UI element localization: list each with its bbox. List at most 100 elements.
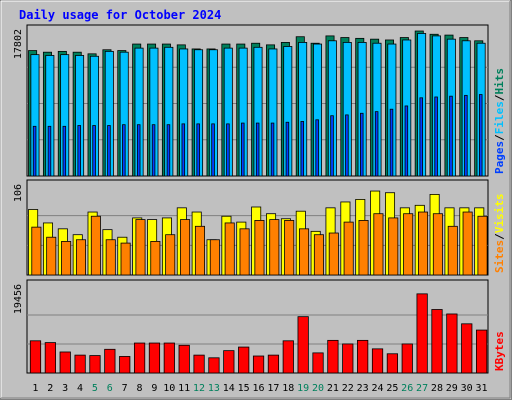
bar-kbytes-day-30 bbox=[461, 323, 473, 374]
bar-pages-day-7 bbox=[122, 124, 126, 177]
bar-kbytes-day-25 bbox=[386, 353, 399, 374]
panel-max-label: 106 bbox=[13, 184, 24, 202]
x-label-day-28: 28 bbox=[431, 383, 443, 394]
x-label-day-7: 7 bbox=[122, 383, 128, 394]
bar-sites-day-11 bbox=[180, 219, 191, 276]
bar-pages-day-31 bbox=[478, 94, 483, 177]
bar-kbytes-day-10 bbox=[163, 342, 175, 374]
bar-sites-day-16 bbox=[254, 220, 265, 276]
side-label-part: Files bbox=[493, 101, 506, 134]
bar-sites-day-29 bbox=[447, 225, 458, 276]
bar-sites-day-14 bbox=[224, 222, 235, 276]
bar-kbytes-day-19 bbox=[297, 316, 309, 374]
side-label-part: / bbox=[493, 233, 506, 240]
x-label-day-15: 15 bbox=[238, 383, 250, 394]
bar-kbytes-day-28 bbox=[431, 309, 443, 374]
bar-sites-day-6 bbox=[105, 239, 116, 276]
x-label-day-20: 20 bbox=[312, 383, 324, 394]
bar-sites-day-28 bbox=[432, 213, 443, 276]
bar-sites-day-22 bbox=[343, 221, 354, 276]
x-label-day-9: 9 bbox=[151, 383, 157, 394]
x-label-day-22: 22 bbox=[342, 383, 354, 394]
bar-kbytes-day-27 bbox=[416, 293, 428, 374]
bar-sites-day-30 bbox=[462, 211, 473, 276]
bar-kbytes-day-4 bbox=[74, 354, 86, 374]
bar-sites-day-24 bbox=[373, 213, 384, 276]
x-label-day-18: 18 bbox=[282, 383, 294, 394]
bar-pages-day-20 bbox=[315, 119, 319, 177]
bar-pages-day-11 bbox=[181, 123, 186, 177]
chart-title: Daily usage for October 2024 bbox=[19, 8, 221, 22]
bar-pages-day-13 bbox=[211, 123, 215, 177]
bar-pages-day-28 bbox=[434, 96, 438, 177]
bar-sites-day-7 bbox=[120, 242, 131, 276]
x-label-day-23: 23 bbox=[357, 383, 369, 394]
bar-sites-day-25 bbox=[388, 217, 399, 276]
bar-kbytes-day-15 bbox=[238, 346, 250, 374]
panel-max-label: 17802 bbox=[13, 29, 24, 59]
bar-pages-day-18 bbox=[285, 121, 290, 177]
bar-pages-day-25 bbox=[389, 108, 394, 177]
x-label-day-4: 4 bbox=[77, 383, 83, 394]
x-label-day-13: 13 bbox=[208, 383, 220, 394]
bar-sites-day-9 bbox=[150, 241, 161, 276]
bar-kbytes-day-14 bbox=[223, 350, 235, 374]
x-label-day-26: 26 bbox=[401, 383, 413, 394]
bar-pages-day-23 bbox=[360, 112, 364, 177]
x-label-day-10: 10 bbox=[163, 383, 175, 394]
bar-kbytes-day-29 bbox=[446, 313, 458, 374]
panel-side-label: Sites/Visits bbox=[493, 194, 506, 274]
bar-pages-day-4 bbox=[77, 125, 81, 177]
x-label-day-25: 25 bbox=[386, 383, 398, 394]
bar-pages-day-17 bbox=[270, 122, 275, 177]
bar-sites-day-26 bbox=[403, 213, 414, 276]
bar-pages-day-8 bbox=[136, 124, 141, 177]
bar-pages-day-27 bbox=[419, 97, 423, 177]
bar-pages-day-14 bbox=[226, 123, 230, 177]
bar-pages-day-19 bbox=[300, 121, 305, 177]
bar-sites-day-18 bbox=[284, 220, 295, 276]
bar-pages-day-26 bbox=[404, 105, 409, 177]
bar-sites-day-31 bbox=[477, 215, 488, 276]
x-label-day-12: 12 bbox=[193, 383, 205, 394]
bar-pages-day-6 bbox=[107, 125, 111, 177]
side-label-part: / bbox=[493, 134, 506, 141]
bar-sites-day-27 bbox=[418, 211, 429, 276]
bar-kbytes-day-20 bbox=[312, 352, 324, 374]
bar-pages-day-1 bbox=[32, 125, 37, 177]
bar-pages-day-16 bbox=[255, 122, 260, 177]
bar-kbytes-day-1 bbox=[29, 340, 42, 374]
x-label-day-16: 16 bbox=[252, 383, 264, 394]
bar-kbytes-day-9 bbox=[148, 342, 161, 374]
x-label-day-30: 30 bbox=[461, 383, 473, 394]
bar-pages-day-29 bbox=[449, 95, 453, 177]
bar-sites-day-8 bbox=[135, 219, 146, 276]
bar-kbytes-day-26 bbox=[401, 343, 413, 374]
bar-kbytes-day-6 bbox=[104, 348, 116, 374]
x-label-day-31: 31 bbox=[476, 383, 488, 394]
x-label-day-6: 6 bbox=[107, 383, 113, 394]
bar-kbytes-day-11 bbox=[178, 344, 190, 374]
x-label-day-1: 1 bbox=[32, 383, 38, 394]
bar-kbytes-day-18 bbox=[282, 340, 294, 374]
bar-pages-day-10 bbox=[166, 124, 171, 177]
bar-pages-day-12 bbox=[196, 123, 200, 177]
bar-kbytes-day-16 bbox=[252, 355, 265, 374]
bar-sites-day-1 bbox=[31, 226, 42, 276]
bar-sites-day-19 bbox=[299, 228, 310, 276]
bar-sites-day-2 bbox=[46, 236, 57, 276]
bar-kbytes-day-2 bbox=[44, 342, 56, 374]
bar-kbytes-day-24 bbox=[371, 348, 384, 374]
x-label-day-29: 29 bbox=[446, 383, 458, 394]
side-label-part: KBytes bbox=[493, 331, 506, 371]
x-label-day-8: 8 bbox=[137, 383, 143, 394]
side-label-part: Sites bbox=[493, 240, 506, 273]
bar-kbytes-day-13 bbox=[208, 357, 220, 374]
x-label-day-24: 24 bbox=[371, 383, 383, 394]
x-axis-labels: 1 2 3 4 5 6 7 8 9 10 11 12 13 14 15 16 17 18 19 20 21 22 23 24 2… bbox=[32, 383, 487, 394]
bar-sites-day-15 bbox=[239, 228, 250, 276]
side-label-part: Hits bbox=[493, 68, 506, 95]
bar-kbytes-day-12 bbox=[193, 354, 205, 374]
bar-kbytes-day-22 bbox=[342, 343, 354, 374]
